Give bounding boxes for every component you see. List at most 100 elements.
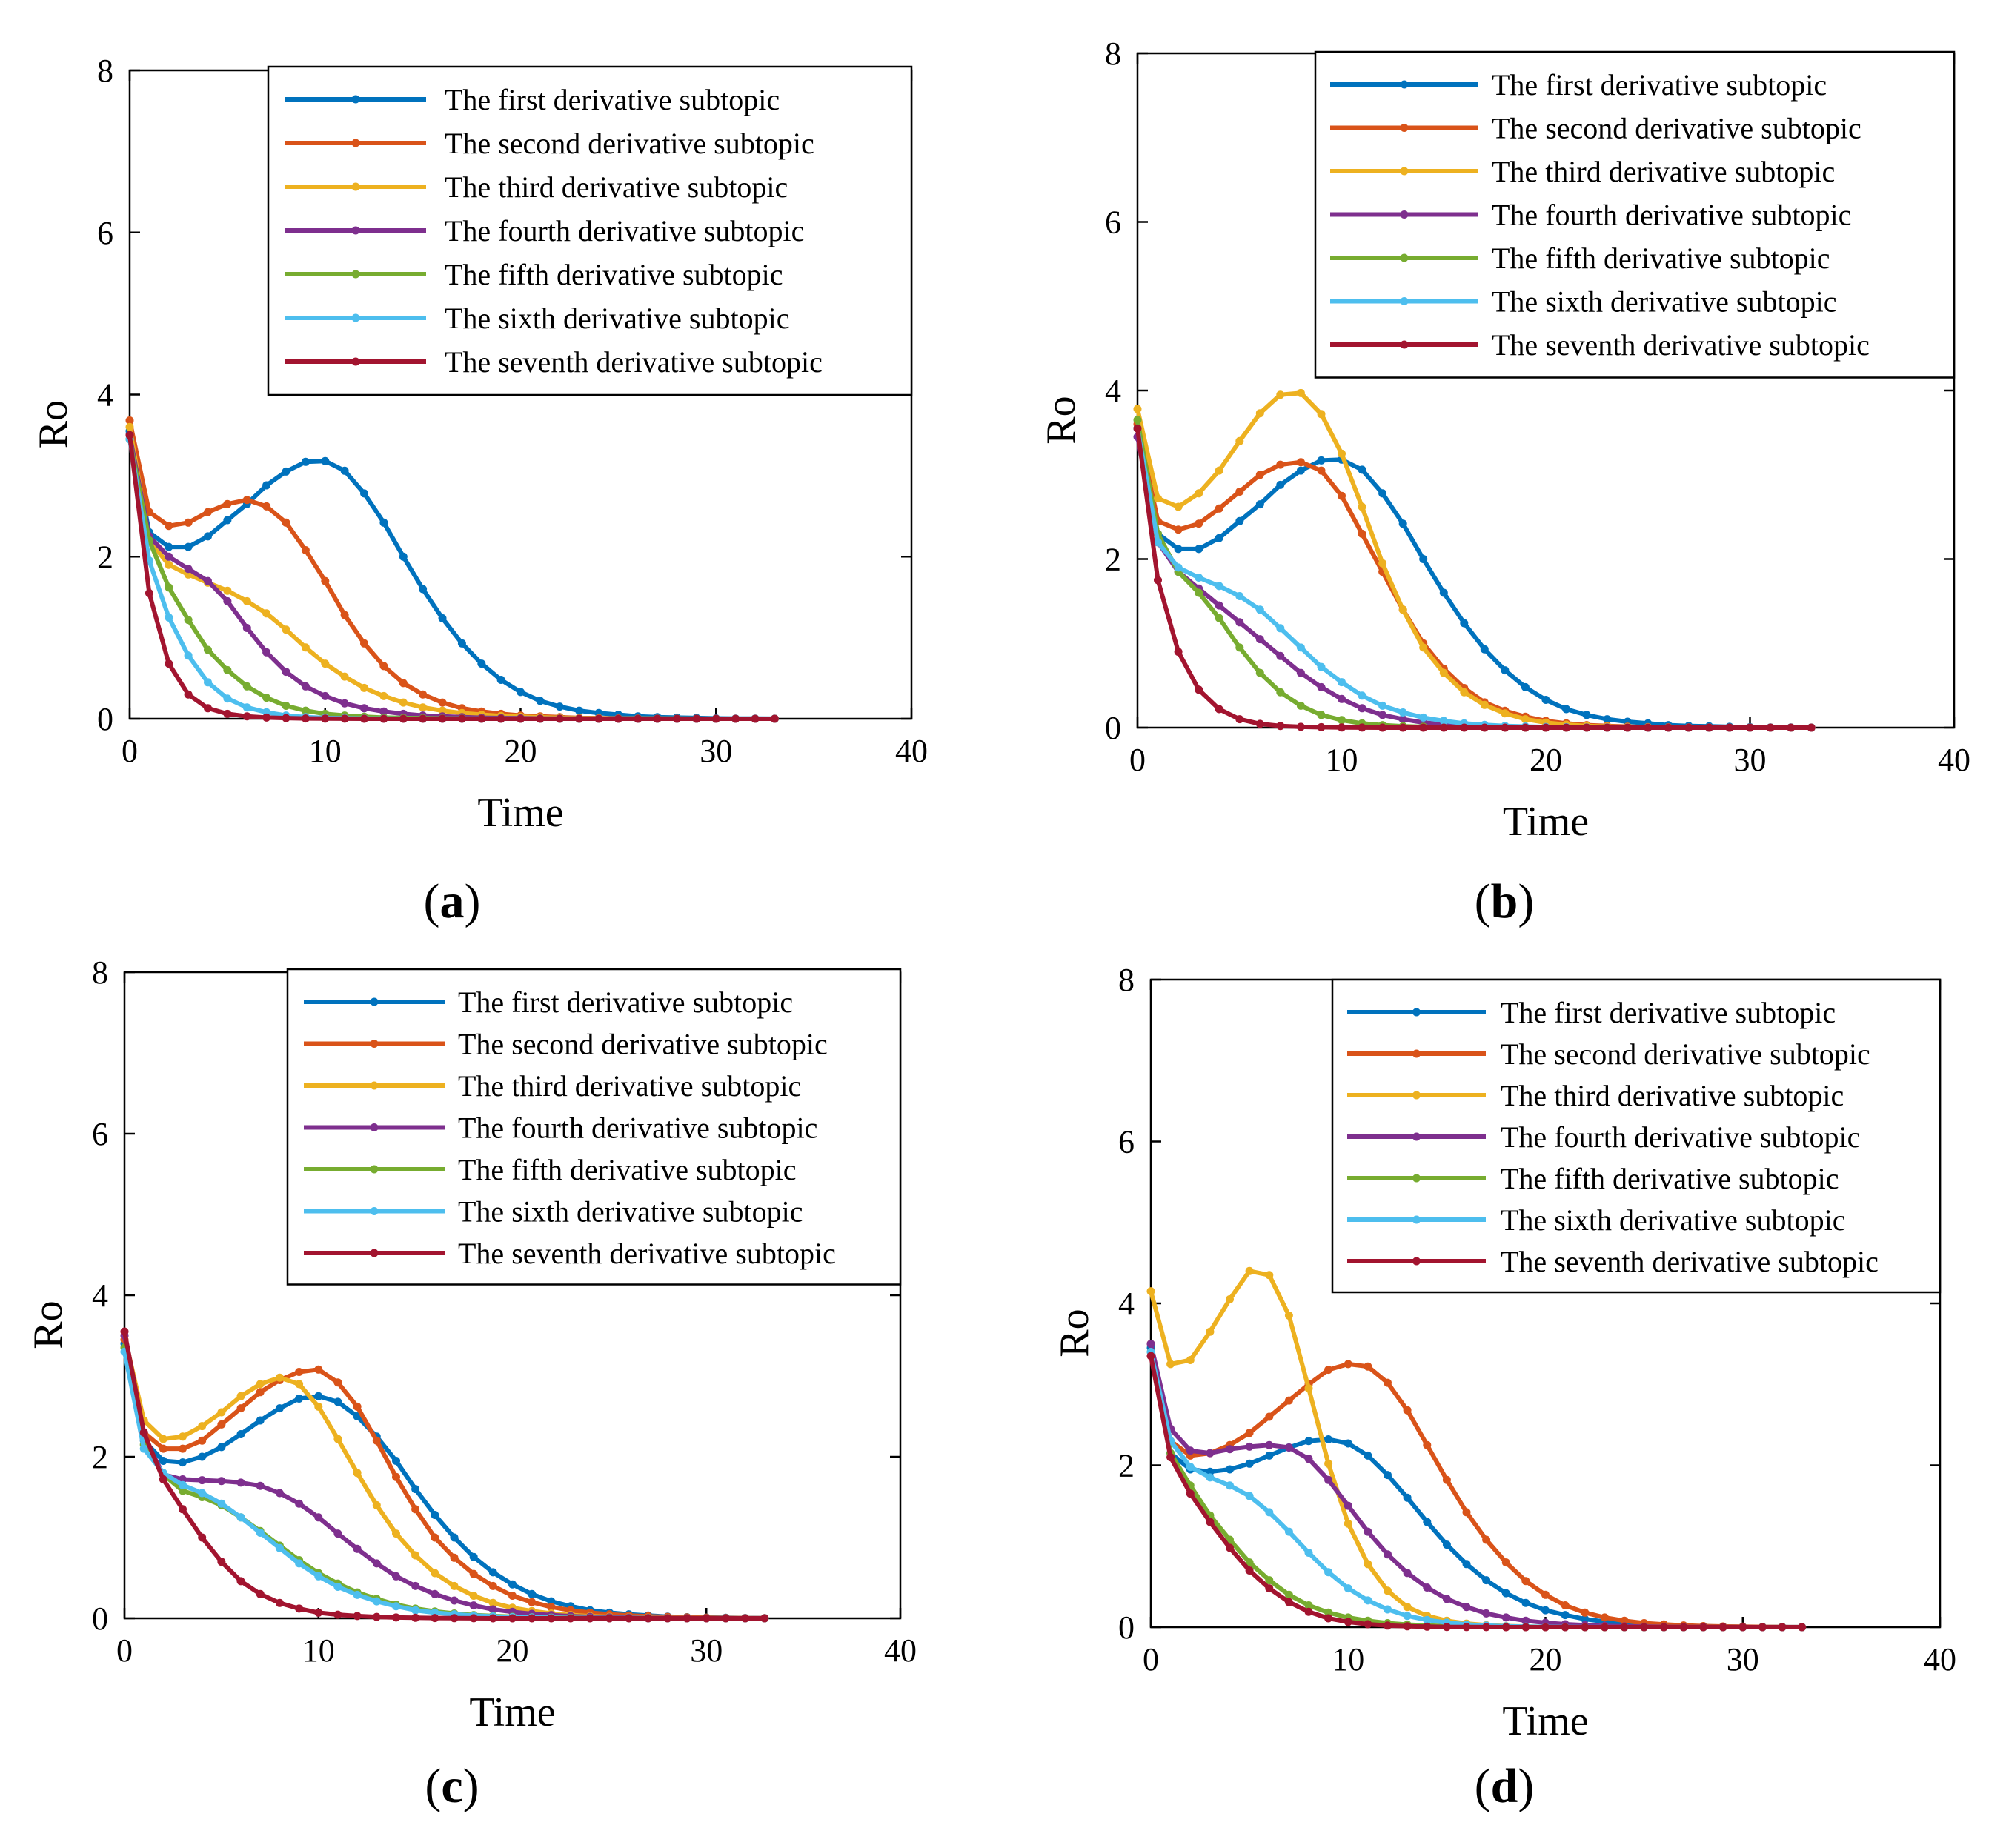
legend-entry-4: The fourth derivative subtopic	[1492, 199, 1851, 232]
data-point	[1235, 516, 1244, 525]
data-point	[242, 624, 251, 632]
data-point	[1226, 1543, 1234, 1552]
data-point	[450, 1533, 459, 1542]
data-point	[256, 1416, 265, 1425]
panel-d: 0 10 20 30 40 0 2 4 6 8 Time Ro The first derivative…	[1052, 962, 1956, 1744]
data-point	[1482, 1576, 1491, 1585]
data-point	[333, 1378, 342, 1387]
data-point	[528, 1589, 537, 1598]
data-point	[1338, 491, 1346, 500]
data-point	[340, 672, 349, 681]
data-point	[488, 1614, 497, 1623]
data-point	[1206, 1518, 1215, 1526]
x-tick-label: 40	[884, 1632, 917, 1669]
x-tick-label: 0	[116, 1632, 133, 1669]
data-point	[1317, 722, 1326, 731]
data-point	[1384, 1605, 1392, 1614]
data-point	[1521, 1598, 1530, 1607]
data-point	[1541, 723, 1550, 732]
x-tick-label: 0	[1129, 742, 1146, 778]
data-point	[1807, 723, 1816, 732]
y-tick-label: 2	[97, 539, 113, 575]
legend-entry-2: The second derivative subtopic	[1501, 1037, 1870, 1071]
series-line-5	[127, 439, 775, 721]
data-point	[301, 706, 310, 715]
data-point	[372, 1559, 381, 1568]
legend-marker	[1400, 297, 1409, 305]
data-point	[469, 1592, 478, 1600]
data-point	[184, 542, 193, 551]
x-tick-label: 30	[700, 733, 732, 769]
data-point	[282, 625, 290, 634]
y-axis-label: Ro	[30, 400, 76, 448]
data-point	[217, 1420, 226, 1429]
data-point	[223, 665, 232, 674]
x-tick-label: 20	[496, 1632, 529, 1669]
data-point	[1659, 1623, 1668, 1632]
data-point	[340, 714, 349, 723]
data-point	[1501, 723, 1510, 732]
series-line-7	[127, 434, 775, 721]
data-point	[663, 1614, 672, 1623]
series-line-3	[122, 1335, 765, 1621]
series-line-7	[122, 1331, 765, 1621]
panel-label-c: (c)	[425, 1759, 479, 1813]
y-tick-label: 2	[92, 1439, 108, 1475]
data-point	[1482, 1623, 1491, 1632]
y-tick-label: 0	[92, 1601, 108, 1637]
data-point	[1423, 1583, 1432, 1592]
data-point	[1423, 1518, 1432, 1526]
data-point	[184, 651, 193, 660]
data-point	[242, 596, 251, 605]
data-point	[1384, 1471, 1392, 1480]
data-point	[1378, 723, 1387, 732]
data-point	[770, 714, 779, 723]
data-point	[1226, 1445, 1234, 1454]
data-point	[1364, 1620, 1372, 1629]
data-point	[1235, 715, 1244, 724]
data-point	[184, 616, 193, 625]
data-point	[1603, 723, 1612, 732]
x-tick-label: 10	[302, 1632, 335, 1669]
data-point	[1423, 1622, 1432, 1631]
x-axis-label: Time	[477, 790, 563, 836]
y-tick-label: 6	[97, 215, 113, 251]
data-point	[536, 697, 545, 705]
data-point	[411, 1505, 420, 1514]
legend-entry-3: The third derivative subtopic	[1492, 155, 1835, 188]
data-point	[1338, 694, 1346, 703]
data-point	[1215, 504, 1223, 513]
data-point	[1324, 1608, 1333, 1617]
data-point	[179, 1486, 187, 1495]
legend-entry-2: The second derivative subtopic	[458, 1028, 828, 1061]
legend-entry-1: The first derivative subtopic	[445, 83, 780, 116]
data-point	[1174, 502, 1183, 511]
data-point	[1403, 1603, 1412, 1612]
data-point	[450, 1596, 459, 1605]
data-point	[547, 1603, 556, 1612]
data-point	[179, 1444, 187, 1453]
y-axis-label: Ro	[1038, 396, 1084, 444]
data-point	[1226, 1295, 1234, 1303]
data-point	[1174, 648, 1183, 657]
data-point	[1338, 449, 1346, 458]
data-point	[159, 1457, 167, 1465]
data-point	[301, 643, 310, 652]
data-point	[1358, 723, 1366, 732]
data-point	[1195, 574, 1203, 582]
data-point	[1296, 388, 1305, 397]
data-point	[1296, 458, 1305, 467]
data-point	[1344, 1501, 1352, 1510]
legend-marker	[370, 1040, 379, 1048]
data-point	[1541, 696, 1550, 704]
data-point	[1255, 635, 1264, 644]
data-point	[399, 714, 408, 723]
legend-marker	[370, 1123, 379, 1131]
data-point	[1276, 624, 1285, 633]
data-point	[1462, 1560, 1471, 1569]
data-point	[217, 1499, 226, 1508]
data-point	[547, 1614, 556, 1623]
data-point	[125, 431, 134, 439]
data-point	[1364, 1560, 1372, 1569]
y-tick-label: 4	[97, 377, 113, 413]
